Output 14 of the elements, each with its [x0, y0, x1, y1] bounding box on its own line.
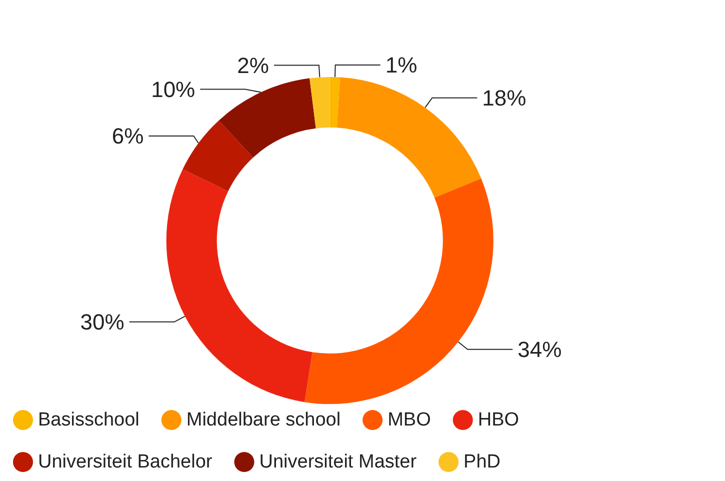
legend-label: HBO: [478, 410, 520, 430]
legend-label: Middelbare school: [186, 410, 341, 430]
data-label: 30%: [80, 309, 124, 334]
legend-label: Basisschool: [38, 410, 140, 430]
legend-label: Universiteit Bachelor: [38, 452, 213, 472]
data-label: 10%: [151, 76, 196, 102]
data-label: 1%: [385, 52, 418, 78]
legend-label: PhD: [464, 452, 501, 472]
legend-label: MBO: [388, 410, 431, 430]
data-label: 18%: [482, 85, 526, 110]
data-label: 6%: [112, 124, 144, 148]
data-label: 2%: [237, 52, 269, 78]
data-label: 34%: [518, 336, 562, 362]
legend-label: Universiteit Master: [259, 452, 418, 472]
